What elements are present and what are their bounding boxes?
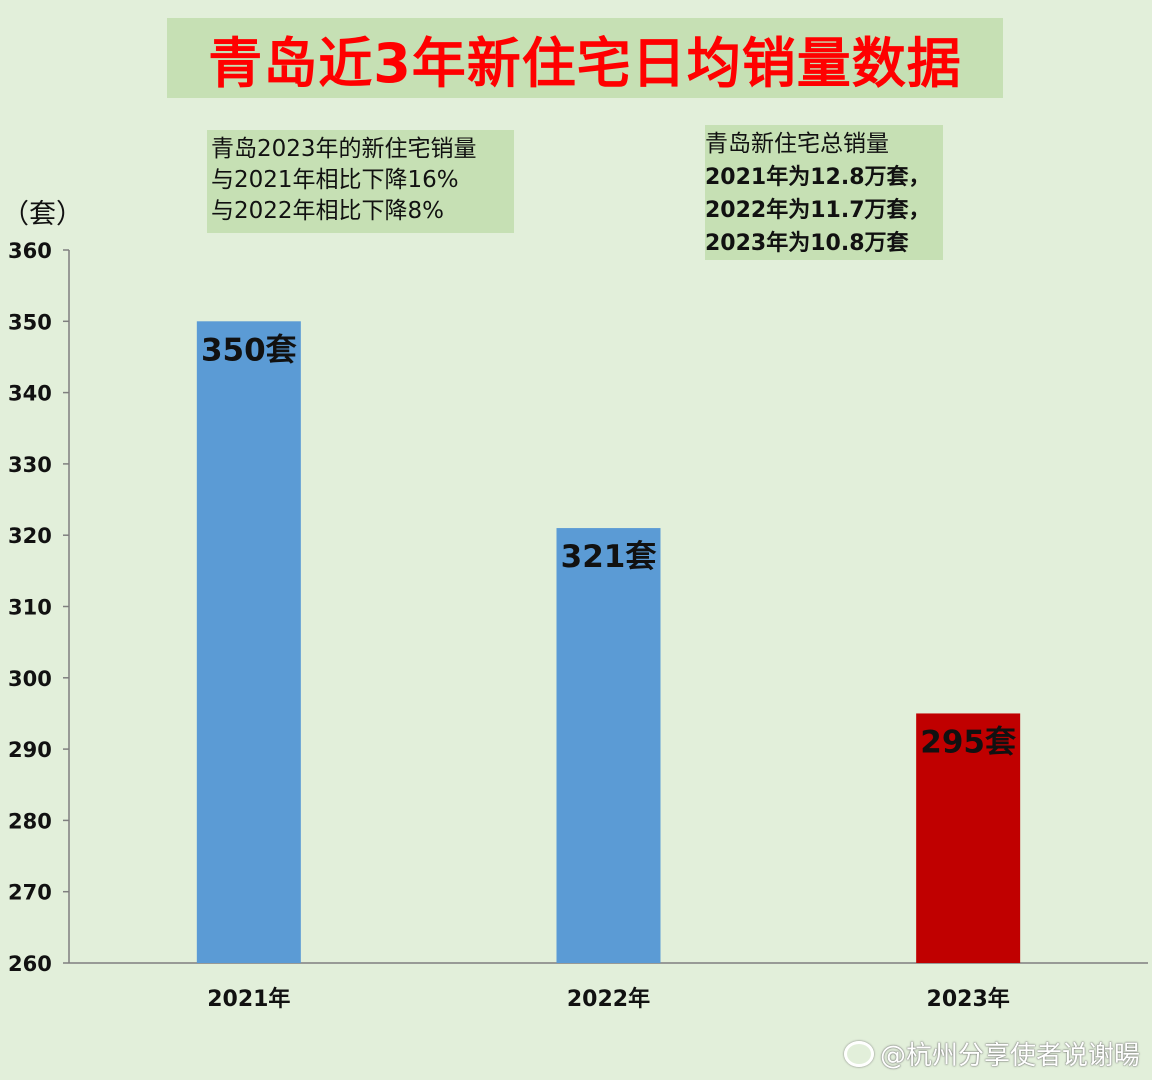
data-label-1: 350套 <box>201 332 297 368</box>
x-tick-label-1: 2021年 <box>207 986 290 1012</box>
note-left: 青岛2023年的新住宅销量 与2021年相比下降16% 与2022年相比下降8% <box>207 130 514 233</box>
note-right-line-4: 2023年为10.8万套 <box>705 231 909 256</box>
watermark: @杭州分享使者说谢暘 <box>843 1035 1140 1072</box>
y-tick-label: 280 <box>8 809 52 833</box>
y-tick-label: 360 <box>8 239 52 263</box>
x-axis-ticks: 2021年 2022年 2023年 <box>207 986 1010 1012</box>
y-tick-label: 260 <box>8 952 52 976</box>
y-tick-label: 300 <box>8 667 52 691</box>
y-tick-label: 330 <box>8 453 52 477</box>
y-axis-unit-label: （套） <box>2 199 83 230</box>
bar-1 <box>196 321 301 963</box>
note-left-line-3: 与2022年相比下降8% <box>211 198 445 224</box>
y-axis-ticks: 360 350 340 330 320 310 300 290 280 270 260 <box>8 239 69 976</box>
y-tick-label: 350 <box>8 310 52 334</box>
data-label-3: 295套 <box>920 724 1016 760</box>
data-label-2: 321套 <box>561 539 657 575</box>
note-left-line-2: 与2021年相比下降16% <box>211 167 459 193</box>
data-labels: 350套 321套 295套 <box>201 332 1016 760</box>
y-tick-label: 290 <box>8 738 52 762</box>
y-tick-label: 340 <box>8 382 52 406</box>
note-right: 青岛新住宅总销量 2021年为12.8万套， 2022年为11.7万套， 202… <box>705 125 943 260</box>
x-tick-label-2: 2022年 <box>567 986 650 1012</box>
x-tick-label-3: 2023年 <box>927 986 1010 1012</box>
bar-2 <box>556 528 661 963</box>
bar-3 <box>916 713 1021 963</box>
note-right-line-3: 2022年为11.7万套， <box>705 198 931 223</box>
bars <box>196 321 1021 963</box>
y-tick-label: 320 <box>8 524 52 548</box>
chart-title: 青岛近3年新住宅日均销量数据 <box>208 31 962 95</box>
y-tick-label: 270 <box>8 881 52 905</box>
y-tick-label: 310 <box>8 596 52 620</box>
chart-title-box: 青岛近3年新住宅日均销量数据 <box>167 18 1003 98</box>
weibo-icon <box>843 1040 874 1067</box>
note-left-line-1: 青岛2023年的新住宅销量 <box>211 136 477 162</box>
note-right-line-2: 2021年为12.8万套， <box>705 165 931 190</box>
watermark-text: @杭州分享使者说谢暘 <box>879 1041 1140 1071</box>
note-right-line-1: 青岛新住宅总销量 <box>705 131 889 157</box>
